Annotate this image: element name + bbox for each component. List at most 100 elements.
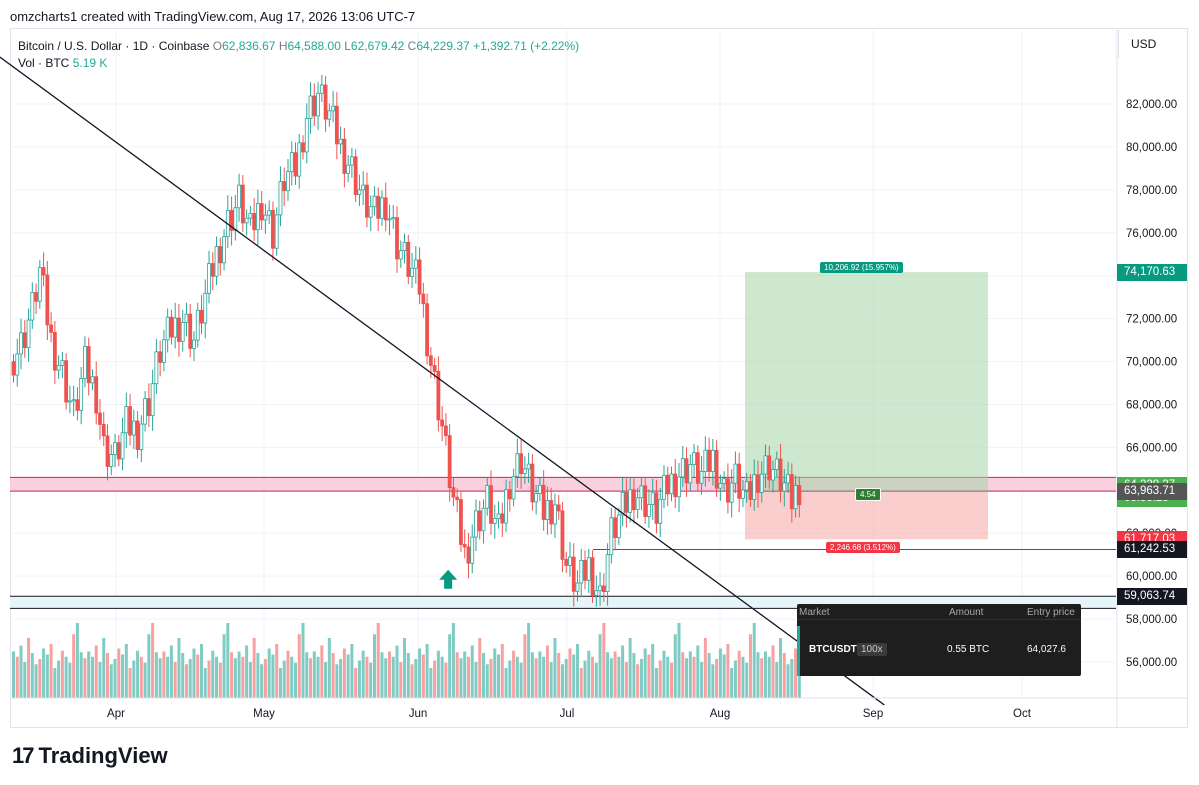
volume-bar [365, 656, 369, 698]
y-tick-label: 76,000.00 [1126, 228, 1177, 240]
candle-body [726, 478, 730, 503]
price-label: 74,170.63 [1117, 264, 1187, 282]
volume-bar [196, 654, 200, 698]
volume-bar [748, 634, 752, 698]
candle-body [98, 412, 102, 425]
volume-bar [639, 659, 643, 698]
candle-body [109, 454, 114, 467]
volume-bar [327, 638, 331, 698]
candle-body [459, 499, 463, 545]
position-panel[interactable]: Market Amount Entry price BTCUSDT 100x 0… [797, 604, 1081, 676]
candle-body [583, 560, 587, 581]
candle-body [496, 513, 501, 520]
volume-bar [523, 634, 527, 698]
candle-body [707, 449, 711, 472]
col-market: Market [799, 607, 830, 618]
symbol-title[interactable]: Bitcoin / U.S. Dollar · 1D · Coinbase [18, 39, 210, 53]
price-label: 63,963.71 [1117, 483, 1187, 501]
candle-body [759, 473, 764, 493]
candle-body [124, 406, 129, 434]
volume-bar [508, 660, 512, 698]
volume-bar [617, 656, 621, 698]
candle-body [60, 360, 65, 366]
volume-bar [440, 656, 444, 698]
y-tick-label: 78,000.00 [1126, 185, 1177, 197]
volume-bar [500, 644, 504, 698]
volume-bar [764, 651, 767, 698]
volume-label[interactable]: Vol · BTC [18, 56, 70, 70]
candle-body [526, 463, 531, 470]
volume-bar [376, 623, 380, 698]
candle-body [616, 514, 621, 539]
volume-bar [670, 662, 673, 698]
candle-body [387, 218, 392, 221]
volume-bar [177, 638, 181, 698]
volume-bar [121, 654, 125, 698]
currency-label[interactable]: USD [1118, 30, 1188, 58]
volume-bar [132, 660, 136, 698]
candle-body [556, 504, 561, 512]
candle-body [425, 303, 430, 357]
volume-bar [267, 648, 271, 698]
candle-body [368, 206, 373, 218]
candle-body [658, 498, 663, 524]
volume-bar [797, 654, 801, 698]
volume-bar [606, 652, 610, 698]
volume-bar [786, 664, 790, 698]
volume-bar [628, 638, 632, 698]
candle-body [695, 452, 700, 484]
candle-body [609, 517, 614, 556]
volume-bar [335, 664, 339, 698]
candle-body [402, 241, 407, 252]
candle-body [643, 485, 648, 517]
col-amount: Amount [949, 607, 984, 618]
volume-bar [429, 668, 433, 698]
volume-bar [545, 645, 549, 698]
volume-bar [294, 662, 297, 698]
position-amount: 0.55 BTC [947, 644, 990, 655]
volume-bar [60, 650, 64, 698]
volume-bar [331, 653, 335, 698]
candle-body [11, 361, 16, 376]
candle-body [26, 319, 31, 349]
volume-bar [286, 650, 290, 698]
volume-bar [68, 662, 72, 698]
volume-bar [260, 664, 264, 698]
volume-bar [173, 662, 177, 698]
volume-bar [756, 652, 760, 698]
candle-body [338, 138, 343, 145]
candle-body [662, 474, 666, 500]
volume-bar [248, 662, 252, 698]
candle-body [304, 118, 309, 153]
candle-body [218, 246, 223, 264]
candle-body [428, 355, 433, 366]
candle-body [669, 473, 674, 495]
volume-bar [290, 656, 294, 698]
candle-body [184, 313, 189, 323]
volume-bar [448, 634, 452, 698]
volume-bar [482, 653, 485, 698]
candle-body [327, 110, 332, 120]
volume-bar [767, 656, 771, 698]
position-symbol: BTCUSDT [809, 644, 857, 655]
risk-reward-tag: 4.54 [855, 488, 881, 501]
candle-body [37, 267, 42, 302]
tradingview-logo[interactable]: 17 TradingView [12, 743, 168, 769]
candle-body [647, 504, 651, 517]
volume-bar [576, 644, 579, 698]
candle-body [474, 510, 478, 538]
candle-body [774, 458, 779, 470]
candle-body [240, 184, 245, 224]
volume-bar [466, 656, 470, 698]
candle-body [462, 544, 467, 548]
volume-bar [403, 638, 407, 698]
y-tick-label: 82,000.00 [1126, 99, 1177, 111]
volume-bar [75, 623, 79, 698]
volume-bar [324, 662, 328, 698]
volume-bar [252, 638, 256, 698]
volume-bar [530, 652, 534, 698]
candle-body [71, 399, 76, 402]
candle-body [624, 492, 629, 513]
volume-bar [124, 644, 128, 698]
